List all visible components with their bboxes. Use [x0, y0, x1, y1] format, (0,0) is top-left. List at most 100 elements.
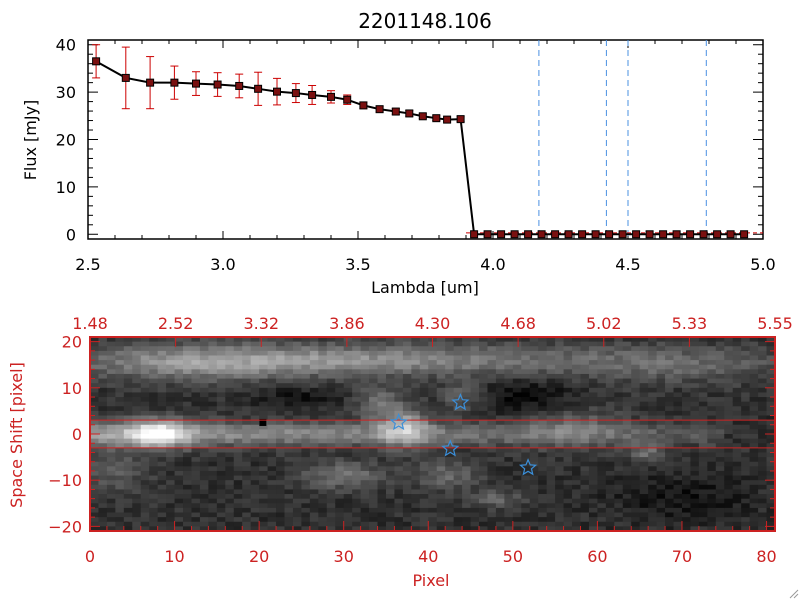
- image-pixel: [149, 350, 159, 357]
- image-pixel: [453, 447, 463, 454]
- image-pixel: [681, 438, 692, 444]
- resize-grip-icon[interactable]: [789, 589, 799, 599]
- image-pixel: [529, 461, 539, 467]
- image-pixel: [572, 346, 582, 352]
- image-pixel: [267, 484, 277, 491]
- image-pixel: [453, 360, 463, 366]
- image-pixel: [741, 397, 751, 403]
- image-pixel: [766, 364, 776, 370]
- image-pixel: [681, 397, 692, 403]
- image-pixel: [529, 503, 539, 509]
- image-pixel: [665, 415, 675, 421]
- image-pixel: [259, 410, 269, 417]
- image-pixel: [428, 410, 438, 417]
- image-pixel: [487, 466, 497, 472]
- image-pixel: [360, 470, 370, 477]
- image-pixel: [318, 424, 328, 430]
- image-pixel: [445, 489, 455, 495]
- image-pixel: [639, 447, 649, 454]
- image-pixel: [216, 415, 226, 421]
- dark-pixel-marker: [259, 418, 267, 426]
- image-pixel: [267, 517, 277, 523]
- image-pixel: [157, 337, 167, 343]
- image-pixel: [301, 406, 311, 412]
- image-pixel: [98, 415, 108, 421]
- flux-data-point: [235, 81, 244, 90]
- image-pixel: [208, 337, 218, 343]
- image-pixel: [724, 512, 734, 518]
- image-pixel: [538, 360, 548, 366]
- image-pixel: [673, 364, 683, 370]
- image-pixel: [369, 484, 379, 491]
- image-pixel: [580, 410, 590, 417]
- image-pixel: [149, 415, 159, 421]
- image-pixel: [656, 406, 666, 412]
- image-pixel: [597, 415, 607, 421]
- image-pixel: [402, 526, 412, 532]
- image-pixel: [563, 498, 573, 504]
- image-pixel: [614, 383, 624, 389]
- image-pixel: [749, 406, 759, 412]
- image-pixel: [276, 457, 286, 463]
- image-pixel: [301, 526, 311, 532]
- image-pixel: [622, 507, 632, 514]
- image-pixel: [123, 475, 133, 481]
- image-pixel: [326, 452, 336, 458]
- wavelength-tick-label: 3.86: [329, 314, 365, 333]
- image-pixel: [495, 401, 505, 407]
- image-pixel: [588, 498, 599, 504]
- image-pixel: [605, 360, 615, 366]
- image-pixel: [326, 341, 336, 347]
- image-pixel: [445, 429, 455, 435]
- image-pixel: [521, 397, 531, 403]
- image-pixel: [326, 337, 336, 343]
- image-pixel: [98, 447, 108, 454]
- image-pixel: [191, 355, 201, 361]
- image-pixel: [301, 507, 311, 514]
- image-pixel: [580, 517, 590, 523]
- image-pixel: [90, 360, 100, 366]
- image-pixel: [724, 517, 734, 523]
- image-pixel: [191, 420, 201, 426]
- image-pixel: [292, 355, 303, 361]
- image-pixel: [665, 397, 675, 403]
- image-pixel: [715, 337, 725, 343]
- image-pixel: [605, 466, 615, 472]
- image-pixel: [106, 397, 116, 403]
- image-pixel: [639, 424, 649, 430]
- image-pixel: [242, 373, 252, 380]
- image-pixel: [470, 346, 480, 352]
- image-pixel: [216, 517, 226, 523]
- image-pixel: [749, 470, 759, 477]
- image-pixel: [292, 489, 303, 495]
- image-pixel: [250, 429, 260, 435]
- image-pixel: [208, 438, 218, 444]
- image-pixel: [123, 364, 133, 370]
- image-pixel: [741, 466, 751, 472]
- image-pixel: [284, 350, 294, 357]
- image-pixel: [521, 364, 531, 370]
- image-pixel: [428, 378, 438, 384]
- image-pixel: [487, 350, 497, 357]
- image-pixel: [250, 434, 260, 440]
- image-pixel: [377, 401, 387, 407]
- image-pixel: [681, 415, 692, 421]
- image-pixel: [140, 489, 150, 495]
- wavelength-tick-label: 5.02: [586, 314, 622, 333]
- image-pixel: [462, 341, 472, 347]
- image-pixel: [208, 452, 218, 458]
- image-pixel: [665, 364, 675, 370]
- image-pixel: [115, 420, 125, 426]
- image-pixel: [191, 424, 201, 430]
- image-pixel: [512, 420, 522, 426]
- image-pixel: [732, 429, 742, 435]
- image-pixel: [673, 526, 683, 532]
- image-pixel: [749, 443, 759, 449]
- image-pixel: [106, 420, 116, 426]
- image-pixel: [343, 369, 353, 375]
- image-pixel: [428, 475, 438, 481]
- image-pixel: [479, 452, 489, 458]
- image-pixel: [766, 489, 776, 495]
- image-pixel: [741, 480, 751, 486]
- image-pixel: [377, 434, 387, 440]
